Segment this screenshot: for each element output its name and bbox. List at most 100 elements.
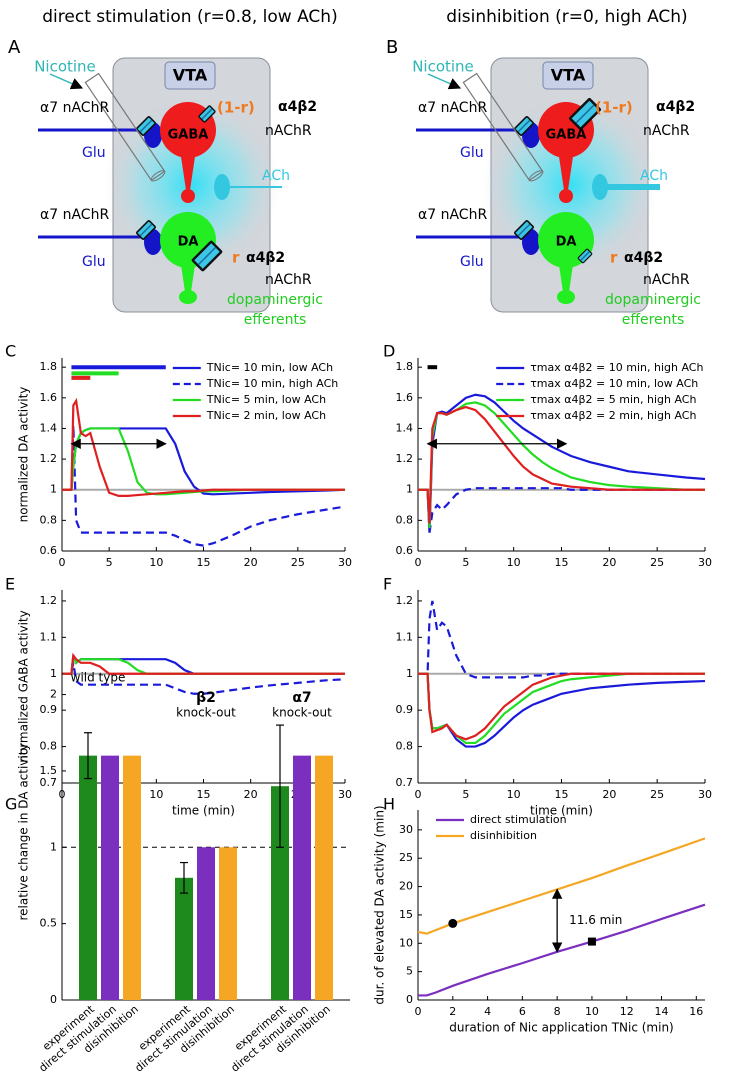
vta-box xyxy=(164,61,216,90)
panel-label: H xyxy=(383,795,395,814)
glu-terminal xyxy=(522,229,540,255)
nicotine-arrow xyxy=(427,73,462,90)
x-tick-label: 10 xyxy=(585,1005,599,1018)
y-tick-label: 0.7 xyxy=(396,776,414,789)
legend-label: τmax α4β2 = 10 min, low ACh xyxy=(530,377,698,390)
x-tick-label: 10 xyxy=(507,788,521,801)
y-tick-label: 1 xyxy=(406,667,413,680)
x-axis-label: time (min) xyxy=(530,804,593,818)
series-line xyxy=(418,405,705,524)
panel-label: B xyxy=(386,37,398,58)
point-marker xyxy=(587,937,596,946)
y-tick-label: 0.9 xyxy=(396,703,414,716)
series-line xyxy=(418,672,706,748)
receptor-pore xyxy=(139,119,153,133)
series-line xyxy=(62,662,346,695)
diagram-label: DA xyxy=(556,235,577,250)
glu-terminal xyxy=(144,229,162,255)
receptor xyxy=(198,105,216,123)
x-axis-label: time (min) xyxy=(172,804,235,818)
receptor xyxy=(191,240,223,272)
diagram-label: efferents xyxy=(244,312,307,328)
gaba-axon xyxy=(558,150,574,190)
series-line xyxy=(418,672,705,741)
y-tick-label: 0.5 xyxy=(40,917,58,930)
diagram-label: efferents xyxy=(622,312,685,328)
y-tick-label: 0.7 xyxy=(40,776,58,789)
y-tick-label: 0.8 xyxy=(396,740,414,753)
y-tick-label: 25 xyxy=(399,851,413,864)
y-tick-label: 1.8 xyxy=(40,360,58,373)
x-tick-label: 10 xyxy=(149,556,163,569)
y-tick-label: 1.5 xyxy=(40,764,58,777)
panel-label: D xyxy=(383,342,395,361)
legend-label: τmax α4β2 = 2 min, high ACh xyxy=(530,409,696,422)
receptor xyxy=(136,116,156,136)
receptor-pore xyxy=(197,246,217,266)
x-tick-label: 15 xyxy=(555,556,569,569)
diagram-label: α4β2 xyxy=(624,250,663,266)
y-tick-label: 0.6 xyxy=(40,544,58,557)
group-label: wild type xyxy=(71,671,126,685)
x-tick-label: 15 xyxy=(197,556,211,569)
panel-label: A xyxy=(8,37,21,58)
da-terminal xyxy=(557,290,575,304)
bar xyxy=(79,755,97,1000)
y-tick-label: 0.8 xyxy=(396,513,414,526)
y-tick-label: 1.1 xyxy=(396,630,414,643)
receptor-pore xyxy=(517,119,531,133)
y-tick-label: 1.2 xyxy=(40,452,58,465)
x-tick-label: 30 xyxy=(698,788,712,801)
x-tick-label: 30 xyxy=(698,556,712,569)
receptor-pore xyxy=(201,108,213,120)
diagram-label: r xyxy=(610,249,618,267)
y-tick-label: 1 xyxy=(406,483,413,496)
pipette-tip xyxy=(150,170,166,182)
receptor xyxy=(514,116,534,136)
x-tick-label: 15 xyxy=(197,788,211,801)
y-tick-label: 0 xyxy=(406,993,413,1006)
gaba-terminal xyxy=(559,189,573,203)
legend-label: τmax α4β2 = 5 min, high ACh xyxy=(530,393,696,406)
diagram-label: ACh xyxy=(262,168,290,184)
x-tick-label: 15 xyxy=(555,788,569,801)
legend-label: TNic= 5 min, low ACh xyxy=(206,393,326,406)
vta-box xyxy=(542,61,594,90)
panel-label: G xyxy=(5,795,17,814)
x-tick-label: 25 xyxy=(650,556,664,569)
diagram-label: (1-r) xyxy=(217,99,255,117)
x-tick-label: 2 xyxy=(449,1005,456,1018)
y-tick-label: 10 xyxy=(399,936,413,949)
error-bar xyxy=(180,861,188,894)
x-tick-label: 14 xyxy=(655,1005,669,1018)
panel-label: E xyxy=(5,575,15,594)
x-axis-label: duration of Nic application TNic (min) xyxy=(449,1021,673,1035)
pipette-tip xyxy=(528,170,544,182)
x-tick-label: 20 xyxy=(244,788,258,801)
y-axis-label: normalized DA activity xyxy=(17,387,31,523)
bar xyxy=(271,786,289,1000)
y-tick-label: 1.2 xyxy=(396,452,414,465)
group-label: knock-out xyxy=(176,706,236,720)
pipette-body xyxy=(84,72,166,182)
column-header: direct stimulation (r=0.8, low ACh) xyxy=(42,7,337,27)
y-tick-label: 0.9 xyxy=(40,703,58,716)
x-tick-label: 16 xyxy=(689,1005,703,1018)
x-tick-label: 5 xyxy=(106,556,113,569)
y-tick-label: 1.2 xyxy=(40,594,58,607)
diagram-label: VTA xyxy=(173,66,208,85)
x-tick-label: 5 xyxy=(462,788,469,801)
diagram-label: α4β2 xyxy=(246,250,285,266)
ach-terminal xyxy=(592,174,608,200)
receptor xyxy=(136,220,156,240)
legend-label: disinhibition xyxy=(470,829,537,842)
diagram-label: α7 nAChR xyxy=(40,207,109,223)
x-tick-label: 0 xyxy=(415,556,422,569)
nicotine-pipette xyxy=(462,72,544,182)
y-tick-label: 1.1 xyxy=(40,630,58,643)
x-tick-label: 8 xyxy=(554,1005,561,1018)
diagram-label: α7 nAChR xyxy=(418,100,487,116)
diagram-label: Glu xyxy=(82,145,106,161)
receptor-pore xyxy=(575,104,595,124)
